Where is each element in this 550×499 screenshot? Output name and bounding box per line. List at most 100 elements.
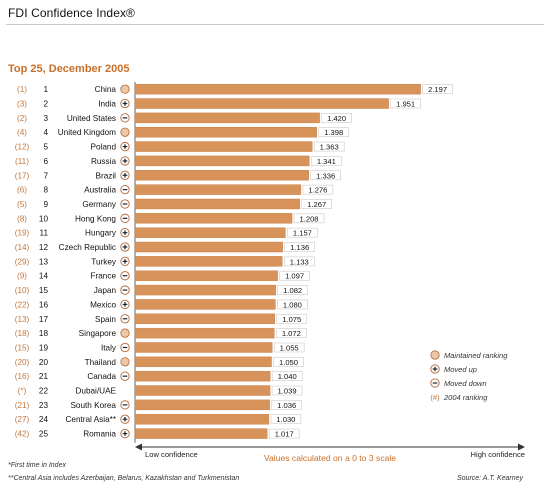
source-note: Source: A.T. Kearney (457, 475, 524, 482)
legend-label: 2004 ranking (443, 393, 488, 402)
value-label: 1.072 (282, 329, 301, 338)
value-label: 1.341 (317, 157, 336, 166)
value-label: 1.208 (300, 214, 319, 223)
value-label-box (279, 270, 310, 281)
country-label: Australia (84, 186, 116, 195)
rank-label: 8 (43, 186, 48, 195)
status-maintained-icon (120, 84, 130, 94)
status-maintained-icon (120, 127, 130, 137)
value-label-box (273, 357, 304, 367)
country-label: Turkey (91, 257, 117, 266)
value-label: 1.157 (293, 229, 312, 238)
rank-label: 24 (39, 415, 49, 424)
rank-label: 12 (39, 243, 49, 252)
rank-label: 13 (39, 257, 49, 266)
country-label: Czech Republic (59, 243, 116, 252)
prev-rank-label: (18) (15, 329, 30, 338)
country-label: Romania (83, 430, 116, 439)
prev-rank-label: (17) (15, 171, 30, 180)
prev-rank-label: (27) (15, 415, 30, 424)
footnote-central-asia: **Central Asia includes Azerbaijan, Bela… (8, 475, 240, 482)
value-label-box (310, 170, 341, 181)
value-label: 1.420 (327, 114, 346, 123)
bar (134, 270, 278, 281)
title-rule (6, 24, 544, 25)
country-label: Germany (82, 200, 117, 209)
bar (134, 141, 313, 152)
legend-label: Moved up (444, 365, 477, 374)
prev-rank-label: (10) (15, 286, 30, 295)
scale-arrow-left (135, 443, 142, 451)
value-label: 1.030 (276, 415, 295, 424)
value-label-box (271, 385, 303, 396)
value-label: 1.039 (278, 387, 297, 396)
footnote-first-time: *First time in Index (8, 462, 66, 469)
rank-label: 19 (39, 343, 49, 352)
value-label: 1.082 (283, 286, 302, 295)
value-label-box (422, 84, 453, 94)
rank-label: 22 (39, 387, 49, 396)
country-label: Brazil (96, 171, 117, 180)
country-label: France (91, 272, 117, 281)
rank-label: 21 (39, 372, 49, 381)
prev-rank-label: (21) (15, 401, 30, 410)
bar (134, 299, 276, 310)
bar (134, 213, 293, 224)
axis-high-label: High confidence (471, 450, 525, 459)
country-label: Canada (87, 372, 116, 381)
bar (134, 342, 273, 353)
country-label: Spain (95, 315, 116, 324)
country-label: China (95, 85, 117, 94)
country-label: Italy (101, 343, 117, 352)
prev-rank-label: (16) (15, 372, 30, 381)
status-maintained-icon (120, 328, 130, 338)
prev-rank-label: (14) (15, 243, 30, 252)
prev-rank-label: (15) (15, 343, 30, 352)
bar (134, 284, 276, 296)
country-label: Mexico (90, 300, 116, 309)
chart-subtitle: Top 25, December 2005 (8, 63, 130, 75)
country-label: Russia (91, 157, 116, 166)
scale-caption: Values calculated on a 0 to 3 scale (264, 453, 396, 463)
country-label: Hungary (85, 229, 117, 238)
value-label-box (321, 113, 352, 123)
bar (134, 327, 275, 339)
rank-label: 15 (39, 286, 49, 295)
legend-label: Maintained ranking (444, 351, 508, 360)
value-label: 1.040 (278, 372, 297, 381)
prev-rank-label: (6) (17, 186, 27, 195)
value-label-box (390, 98, 421, 109)
country-label: India (98, 100, 116, 109)
chart-title: FDI Confidence Index® (8, 6, 136, 20)
value-label: 1.276 (308, 186, 327, 195)
prev-rank-label: (29) (15, 257, 30, 266)
axis-low-label: Low confidence (145, 450, 198, 459)
value-label-box (283, 256, 315, 267)
rank-label: 25 (39, 430, 49, 439)
rank-label: 17 (39, 315, 49, 324)
prev-rank-label: (19) (15, 229, 30, 238)
country-label: Japan (94, 286, 117, 295)
rank-label: 18 (39, 329, 49, 338)
bar (134, 385, 271, 396)
country-label: Poland (91, 143, 117, 152)
legend-label: Moved down (444, 379, 487, 388)
rank-label: 23 (39, 401, 49, 410)
prev-rank-label: (9) (17, 272, 27, 281)
legend-prev-glyph: (#) (430, 393, 440, 402)
value-label: 1.017 (275, 430, 294, 439)
prev-rank-label: (1) (17, 85, 27, 94)
country-label: United States (67, 114, 116, 123)
rank-label: 2 (43, 100, 48, 109)
rank-label: 14 (39, 272, 49, 281)
value-label-box (268, 428, 300, 439)
value-label: 1.398 (324, 128, 343, 137)
value-label-box (276, 328, 307, 338)
prev-rank-label: (8) (17, 214, 27, 223)
prev-rank-label: (3) (17, 100, 27, 109)
bar (134, 256, 283, 267)
value-label: 1.097 (285, 272, 304, 281)
scale-arrow-right (518, 443, 525, 451)
prev-rank-label: (20) (15, 358, 30, 367)
